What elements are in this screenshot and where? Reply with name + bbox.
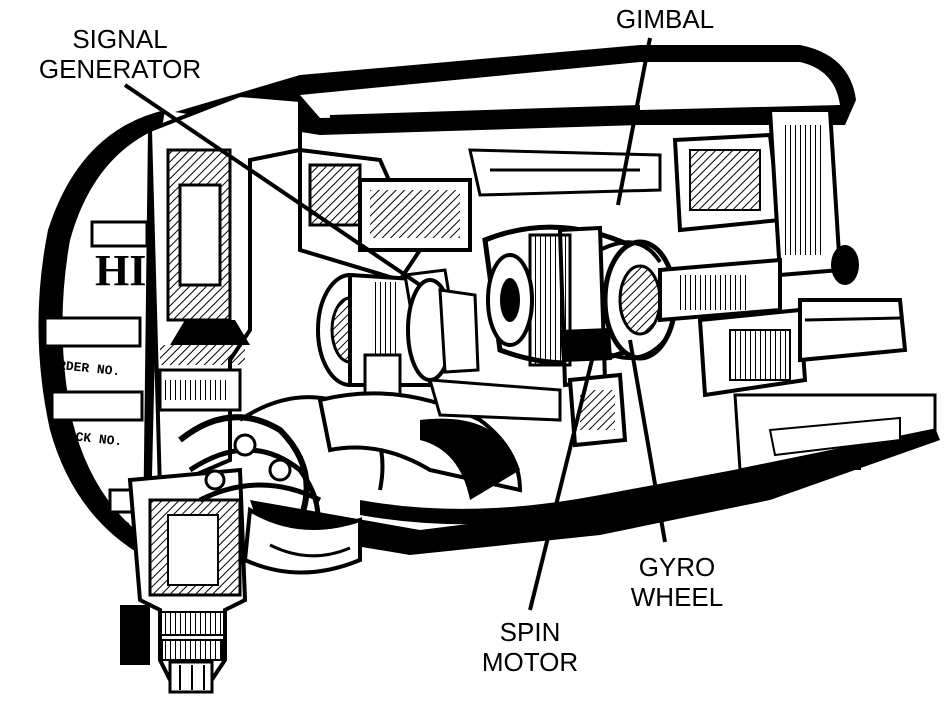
rear-mechanism [658, 108, 908, 470]
spin-motor-label-line2: MOTOR [481, 647, 579, 677]
wiring-harness [178, 395, 385, 575]
gimbal-leader [616, 37, 652, 206]
signal-generator-assembly [298, 147, 480, 397]
gimbal-label-text: GIMBAL [615, 4, 715, 34]
gimbal-label: GIMBAL [595, 4, 735, 34]
signal-generator-label-line1: SIGNAL [72, 24, 168, 54]
spin-motor-leader [528, 359, 594, 611]
nameplate-order-field: ORDER NO. [50, 357, 121, 379]
leader-lines [123, 37, 667, 611]
nameplate-stock-field: STOCK NO. [52, 427, 123, 449]
lower-casing [317, 378, 562, 529]
signal-generator-label-line2: GENERATOR [38, 54, 202, 84]
housing [175, 45, 940, 555]
internal-bulkhead [147, 92, 302, 493]
gyro-wheel-leader [628, 339, 667, 543]
gyro-wheel-label-line1: GYRO [638, 552, 716, 582]
signal-generator-leader [123, 83, 422, 287]
nameplate-serial-field: SER [108, 520, 130, 534]
gyro-wheel-label: GYRO WHEEL [612, 552, 742, 612]
spin-motor-label-line1: SPIN [499, 617, 561, 647]
gyro-wheel-label-line2: WHEEL [630, 582, 724, 612]
nameplate-brand: HI [95, 246, 146, 295]
signal-generator-label: SIGNAL GENERATOR [20, 24, 220, 84]
electrical-connector [120, 467, 248, 694]
gyro-wheel [599, 239, 678, 361]
spin-motor-label: SPIN MOTOR [468, 617, 592, 677]
front-face-plate: HI ORDER NO. STOCK NO. SER [38, 110, 165, 560]
